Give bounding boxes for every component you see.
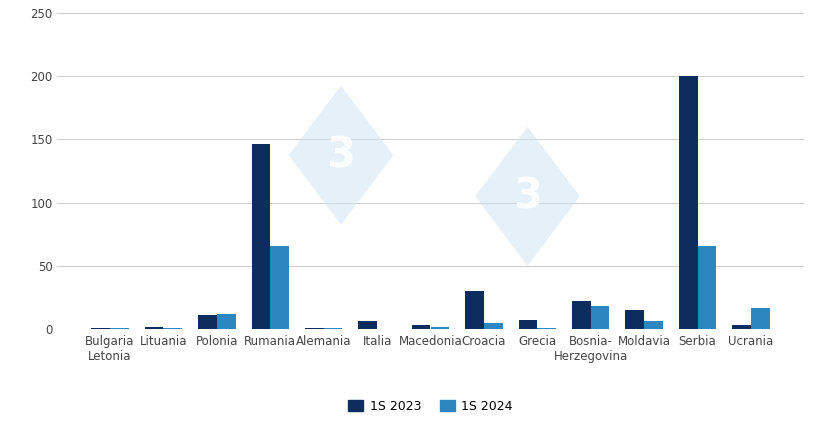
Legend: 1S 2023, 1S 2024: 1S 2023, 1S 2024	[343, 394, 517, 418]
Bar	[358, 321, 377, 329]
Polygon shape	[475, 127, 579, 266]
Bar	[644, 321, 662, 329]
Bar	[464, 291, 483, 329]
Bar	[305, 328, 324, 329]
Bar	[110, 328, 129, 329]
Bar	[324, 328, 342, 329]
Polygon shape	[288, 86, 393, 225]
Bar	[430, 326, 449, 329]
Bar	[411, 325, 430, 329]
Bar	[145, 326, 163, 329]
Text: 3: 3	[326, 134, 355, 176]
Bar	[163, 328, 182, 329]
Bar	[697, 246, 715, 329]
Bar	[750, 307, 769, 329]
Bar	[536, 328, 555, 329]
Bar	[572, 301, 590, 329]
Bar	[270, 246, 288, 329]
Bar	[483, 323, 502, 329]
Bar	[198, 315, 216, 329]
Bar	[590, 306, 609, 329]
Bar	[251, 145, 270, 329]
Text: 3: 3	[513, 175, 541, 217]
Bar	[518, 320, 536, 329]
Bar	[678, 76, 697, 329]
Bar	[625, 310, 644, 329]
Bar	[216, 314, 235, 329]
Bar	[731, 325, 750, 329]
